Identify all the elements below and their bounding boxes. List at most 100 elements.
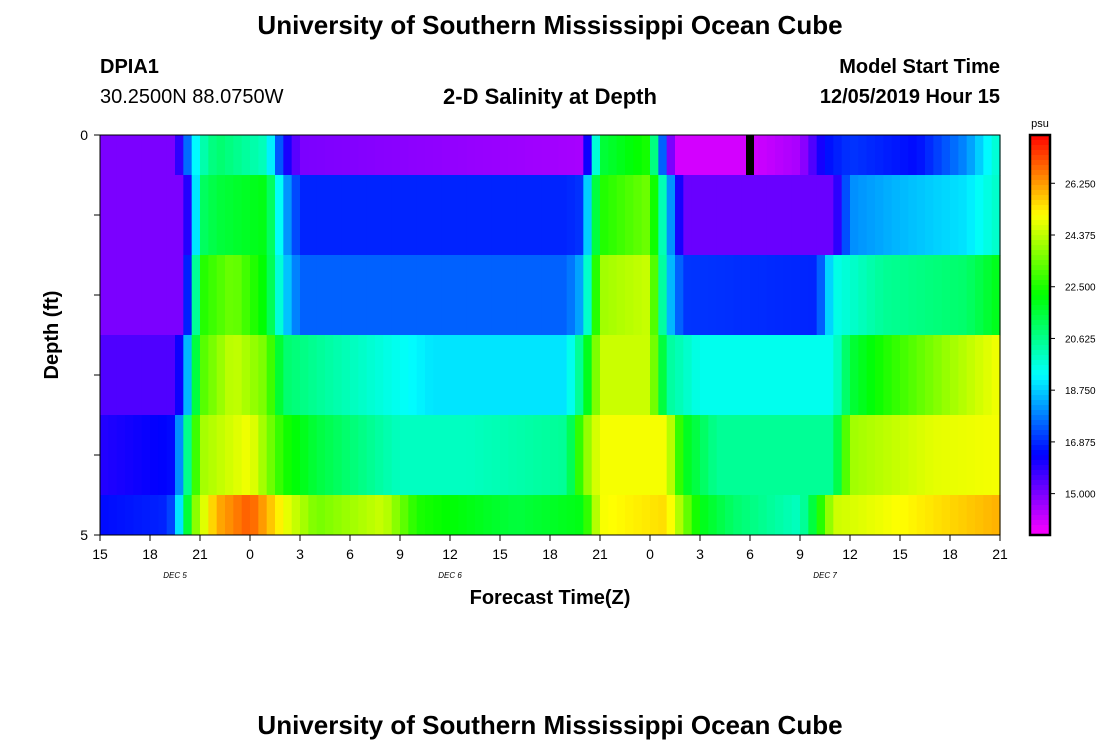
- heatmap-cell: [133, 335, 143, 416]
- heatmap-cell: [816, 135, 826, 176]
- heatmap-cell: [650, 495, 659, 536]
- heatmap-cell: [916, 255, 926, 336]
- heatmap-cell: [616, 175, 626, 256]
- colorbar-segment: [1030, 385, 1050, 391]
- heatmap-cell: [341, 335, 351, 416]
- heatmap-cell: [333, 255, 343, 336]
- heatmap-cell: [908, 175, 918, 256]
- heatmap-cell: [466, 135, 476, 176]
- heatmap-cell: [325, 135, 334, 176]
- heatmap-cell: [591, 255, 601, 336]
- heatmap-cell: [375, 175, 384, 256]
- colorbar-segment: [1030, 410, 1050, 416]
- heatmap-cell: [450, 255, 459, 336]
- heatmap-cell: [583, 175, 593, 256]
- heatmap-cell: [175, 175, 184, 256]
- colorbar-segment: [1030, 310, 1050, 316]
- x-tick-label: 12: [442, 546, 458, 562]
- heatmap-cell: [116, 335, 126, 416]
- colorbar-segment: [1030, 205, 1050, 211]
- heatmap-cell: [858, 415, 868, 496]
- heatmap-cell: [216, 335, 226, 416]
- heatmap-cell: [708, 135, 718, 176]
- heatmap-cell: [600, 415, 609, 496]
- heatmap-cell: [483, 175, 493, 256]
- heatmap-cell: [491, 495, 501, 536]
- heatmap-cell: [233, 415, 243, 496]
- heatmap-cell: [708, 175, 718, 256]
- colorbar-segment: [1030, 160, 1050, 166]
- heatmap-cell: [966, 175, 976, 256]
- heatmap-cell: [191, 175, 201, 256]
- heatmap-cell: [525, 495, 534, 536]
- heatmap-cell: [408, 135, 418, 176]
- heatmap-cell: [341, 255, 351, 336]
- heatmap-cell: [183, 415, 193, 496]
- heatmap-cell: [750, 175, 759, 256]
- colorbar-segment: [1030, 145, 1050, 151]
- colorbar-segment: [1030, 295, 1050, 301]
- colorbar-tick-label: 26.250: [1065, 179, 1096, 190]
- heatmap-cell: [791, 255, 801, 336]
- heatmap-cell: [525, 255, 534, 336]
- x-tick-label: 3: [296, 546, 304, 562]
- colorbar-segment: [1030, 195, 1050, 201]
- heatmap-cell: [550, 335, 559, 416]
- heatmap-cell: [583, 495, 593, 536]
- heatmap-cell: [258, 255, 268, 336]
- heatmap-cell: [283, 415, 293, 496]
- heatmap-cell: [583, 255, 593, 336]
- heatmap-cell: [933, 335, 943, 416]
- heatmap-cell: [700, 495, 709, 536]
- heatmap-cell: [366, 495, 376, 536]
- heatmap-cell: [325, 255, 334, 336]
- heatmap-cell: [233, 175, 243, 256]
- heatmap-cell: [466, 255, 476, 336]
- heatmap-cell: [716, 335, 726, 416]
- heatmap-cell: [141, 495, 151, 536]
- y-tick-label: 5: [80, 527, 88, 543]
- colorbar-segment: [1030, 150, 1050, 156]
- heatmap-cell: [183, 175, 193, 256]
- date-label: DEC 7: [813, 571, 837, 580]
- heatmap-cell: [358, 255, 368, 336]
- colorbar-segment: [1030, 370, 1050, 376]
- heatmap-cell: [250, 135, 259, 176]
- heatmap-cell: [558, 135, 568, 176]
- heatmap-cell: [883, 415, 893, 496]
- heatmap-cell: [266, 415, 276, 496]
- heatmap-cell: [783, 135, 793, 176]
- colorbar-tick-label: 24.375: [1065, 231, 1096, 242]
- heatmap-cell: [916, 495, 926, 536]
- heatmap-cell: [741, 495, 751, 536]
- heatmap-cell: [483, 335, 493, 416]
- heatmap-cell: [416, 175, 426, 256]
- heatmap-cell: [283, 175, 293, 256]
- heatmap-cell: [383, 175, 393, 256]
- heatmap-cell: [133, 135, 143, 176]
- heatmap-cell: [250, 335, 259, 416]
- heatmap-cell: [483, 135, 493, 176]
- colorbar-tick-label: 22.500: [1065, 283, 1096, 294]
- heatmap-cell: [208, 255, 218, 336]
- colorbar-segment: [1030, 380, 1050, 386]
- heatmap-cell: [108, 175, 118, 256]
- heatmap-cell: [100, 135, 109, 176]
- heatmap-cell: [883, 335, 893, 416]
- heatmap-cell: [575, 415, 584, 496]
- heatmap-cell: [650, 135, 659, 176]
- heatmap-cell: [166, 175, 176, 256]
- heatmap-cell: [450, 335, 459, 416]
- heatmap-cell: [366, 335, 376, 416]
- heatmap-cell: [158, 415, 168, 496]
- heatmap-cell: [958, 335, 968, 416]
- heatmap-cell: [900, 415, 909, 496]
- colorbar-segment: [1030, 435, 1050, 441]
- heatmap-cell: [191, 255, 201, 336]
- colorbar-segment: [1030, 135, 1050, 141]
- heatmap-cell: [633, 495, 643, 536]
- colorbar-segment: [1030, 520, 1050, 526]
- heatmap-cell: [416, 135, 426, 176]
- heatmap-cell: [716, 415, 726, 496]
- heatmap-cell: [308, 415, 318, 496]
